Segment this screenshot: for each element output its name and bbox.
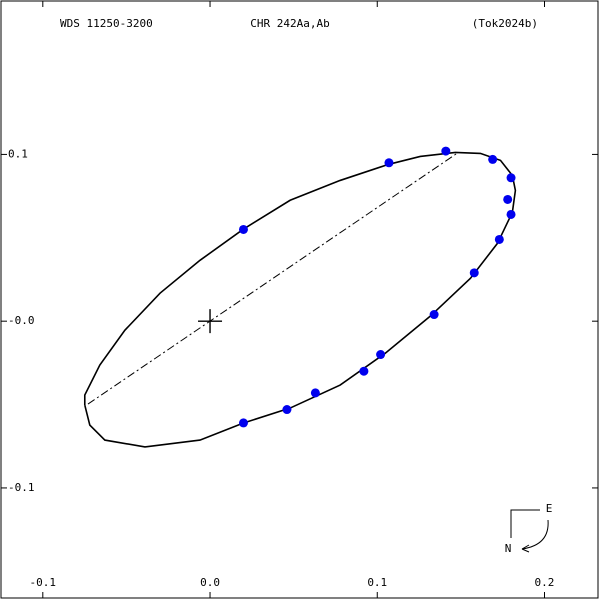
y-tick-label: -0.1: [8, 481, 35, 494]
observation: [376, 350, 386, 360]
observation: [238, 224, 248, 234]
y-tick-label: 0.1: [8, 147, 28, 160]
observation: [506, 209, 516, 219]
observation: [310, 388, 320, 398]
observation: [494, 234, 504, 244]
header-ref: (Tok2024b): [472, 17, 538, 30]
y-tick-label: -0.0: [8, 314, 35, 327]
observation: [238, 418, 248, 428]
compass-north: N: [505, 542, 512, 555]
compass-arrowhead: [521, 544, 530, 553]
compass: E N: [505, 502, 553, 555]
compass-axes: [510, 509, 540, 538]
observation: [282, 405, 292, 415]
observation: [503, 194, 513, 204]
compass-east: E: [546, 502, 553, 515]
line-of-apsides: [87, 152, 459, 405]
header-id: WDS 11250-3200: [60, 17, 153, 30]
observation: [488, 154, 498, 164]
x-tick-label: 0.0: [200, 576, 220, 589]
observation: [469, 268, 479, 278]
observation: [506, 173, 516, 183]
x-tick-label: -0.1: [30, 576, 57, 589]
x-tick-label: 0.1: [367, 576, 387, 589]
observation: [429, 310, 439, 320]
x-tick-label: 0.2: [535, 576, 555, 589]
observation: [359, 366, 369, 376]
orbit-line: [83, 151, 517, 448]
observation: [384, 158, 394, 168]
compass-arrow: [521, 519, 549, 550]
observation: [441, 146, 451, 156]
primary-star: [198, 309, 223, 334]
header-pair: CHR 242Aa,Ab: [250, 17, 329, 30]
